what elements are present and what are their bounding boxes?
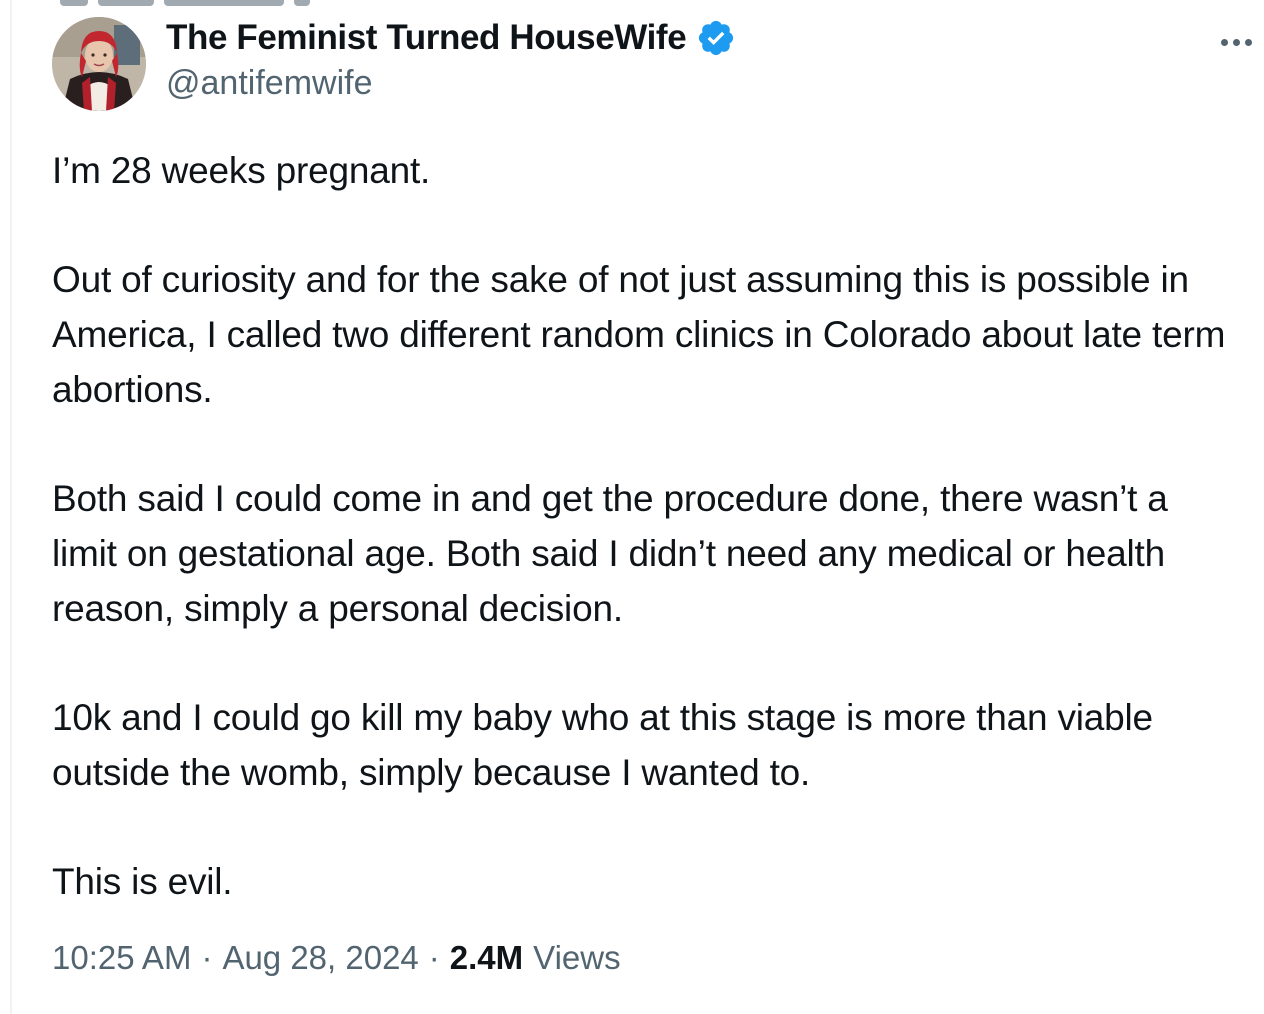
author-handle[interactable]: @antifemwife xyxy=(166,64,373,102)
avatar-photo xyxy=(52,17,146,111)
tweet-paragraph: I’m 28 weeks pregnant. xyxy=(52,150,431,191)
more-horizontal-icon xyxy=(1244,38,1252,46)
tweet-paragraph: 10k and I could go kill my baby who at t… xyxy=(52,697,1153,793)
tweet-paragraph: Both said I could come in and get the pr… xyxy=(52,478,1168,629)
tweet-text: I’m 28 weeks pregnant. Out of curiosity … xyxy=(52,143,1242,909)
avatar[interactable] xyxy=(52,17,146,111)
more-options-button[interactable] xyxy=(1212,26,1260,58)
views-label[interactable]: Views xyxy=(533,939,621,976)
author-name-row: The Feminist Turned HouseWife xyxy=(166,16,736,60)
tweet-time[interactable]: 10:25 AM xyxy=(52,939,192,976)
tweet-paragraph: This is evil. xyxy=(52,861,233,902)
cropped-previous-line xyxy=(60,0,480,6)
meta-separator: · xyxy=(201,939,213,976)
tweet-paragraph: Out of curiosity and for the sake of not… xyxy=(52,259,1226,410)
meta-separator: · xyxy=(428,939,440,976)
views-count[interactable]: 2.4M xyxy=(449,939,524,976)
verified-badge-icon[interactable] xyxy=(696,18,736,58)
more-horizontal-icon xyxy=(1232,38,1240,46)
tweet-metadata: 10:25 AM · Aug 28, 2024 · 2.4M Views xyxy=(52,939,621,977)
thread-divider xyxy=(10,0,12,1014)
more-horizontal-icon xyxy=(1220,38,1228,46)
author-display-name[interactable]: The Feminist Turned HouseWife xyxy=(166,18,687,57)
tweet-date[interactable]: Aug 28, 2024 xyxy=(222,939,419,976)
